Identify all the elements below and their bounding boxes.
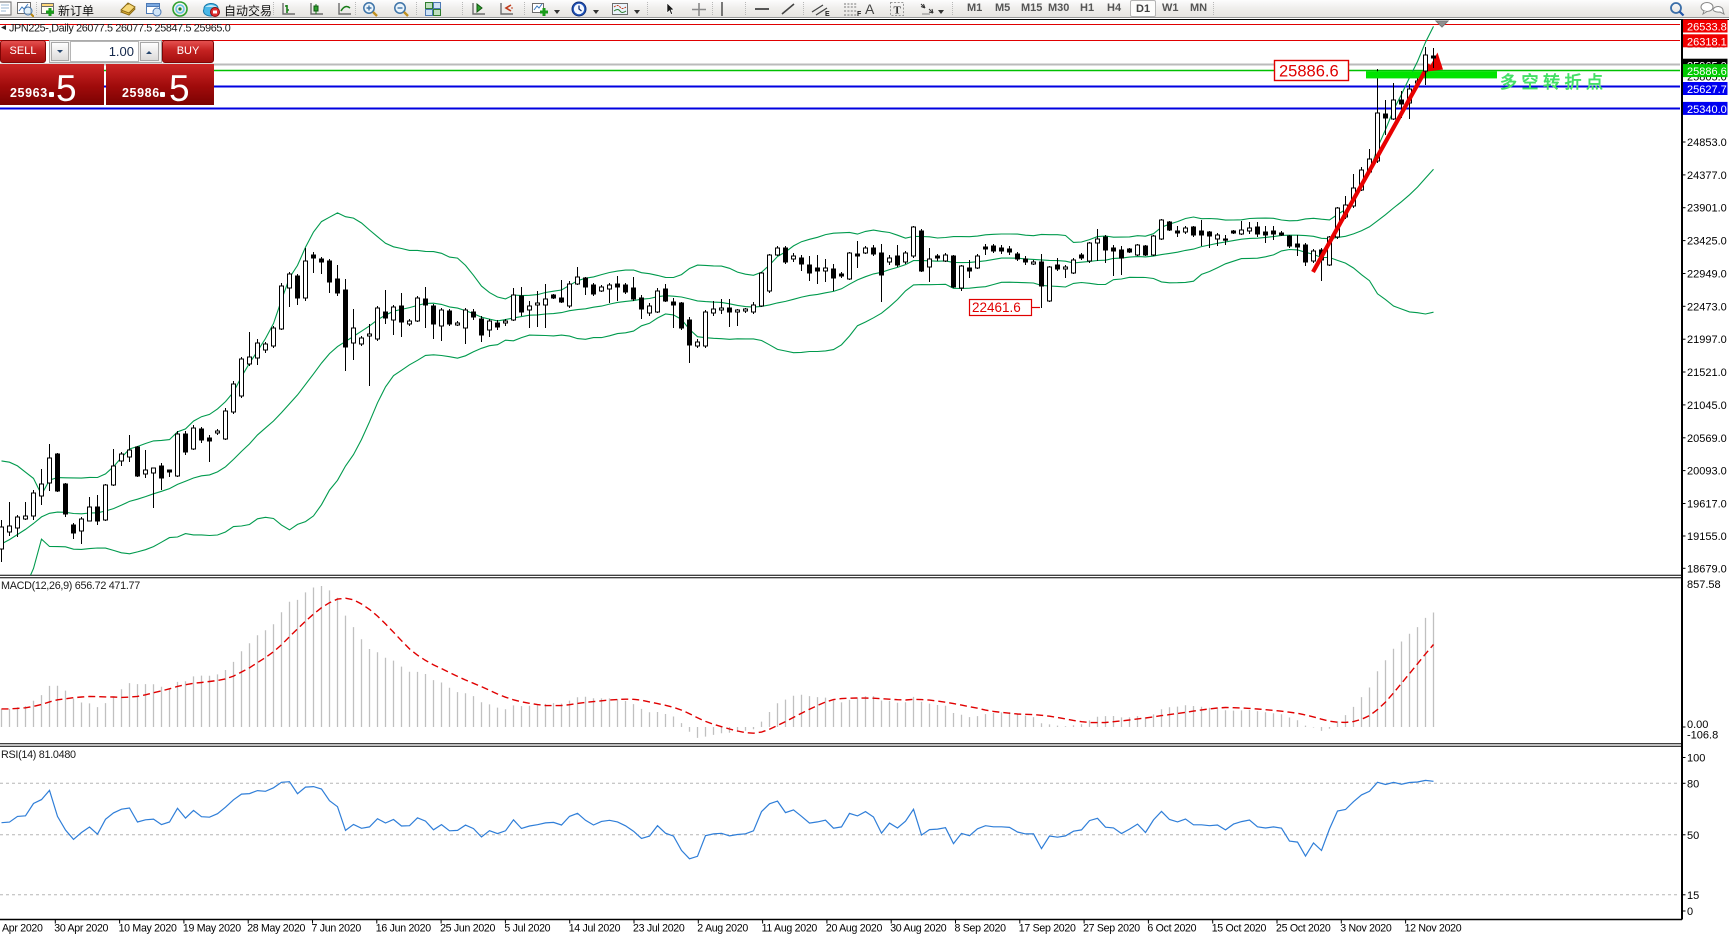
svg-text:24377.0: 24377.0 [1687,170,1727,182]
svg-text:27 Sep 2020: 27 Sep 2020 [1083,923,1140,935]
svg-text:100: 100 [1687,753,1705,765]
svg-text:25627.7: 25627.7 [1687,84,1727,96]
svg-text:50: 50 [1687,830,1699,842]
svg-text:30 Aug 2020: 30 Aug 2020 [890,923,947,935]
svg-text:22461.6: 22461.6 [972,300,1021,315]
svg-text:23425.0: 23425.0 [1687,236,1727,248]
svg-text:19617.0: 19617.0 [1687,499,1727,511]
svg-text:0: 0 [1687,906,1693,918]
svg-text:19 May 2020: 19 May 2020 [183,923,241,935]
svg-text:857.58: 857.58 [1687,579,1721,591]
svg-text:22949.0: 22949.0 [1687,269,1727,281]
svg-text:7 Jun 2020: 7 Jun 2020 [312,923,362,935]
svg-text:3 Nov 2020: 3 Nov 2020 [1340,923,1392,935]
svg-text:19155.0: 19155.0 [1687,531,1727,543]
svg-text:2 Aug 2020: 2 Aug 2020 [697,923,748,935]
svg-text:20569.0: 20569.0 [1687,433,1727,445]
svg-text:MACD(12,26,9) 656.72 471.77: MACD(12,26,9) 656.72 471.77 [1,580,140,592]
svg-text:25 Oct 2020: 25 Oct 2020 [1276,923,1331,935]
svg-text:A: A [865,1,875,17]
svg-text:21997.0: 21997.0 [1687,334,1727,346]
svg-text:28 May 2020: 28 May 2020 [247,923,305,935]
svg-text:30 Apr 2020: 30 Apr 2020 [54,923,108,935]
svg-text:Apr 2020: Apr 2020 [2,923,43,935]
svg-text:11 Aug 2020: 11 Aug 2020 [762,923,818,935]
svg-text:22473.0: 22473.0 [1687,301,1727,313]
svg-text:23901.0: 23901.0 [1687,203,1727,215]
svg-text:15 Oct 2020: 15 Oct 2020 [1212,923,1267,935]
svg-text:21521.0: 21521.0 [1687,367,1727,379]
svg-text:26533.8: 26533.8 [1687,22,1727,34]
svg-text:E: E [825,11,830,17]
svg-text:8 Sep 2020: 8 Sep 2020 [955,923,1007,935]
svg-text:JPN225-,Daily 26077.5 26077.5: JPN225-,Daily 26077.5 26077.5 25847.5 25… [9,22,231,34]
svg-text:80: 80 [1687,778,1699,790]
svg-text:25340.0: 25340.0 [1687,104,1727,116]
svg-text:F: F [857,11,862,17]
svg-text:10 May 2020: 10 May 2020 [119,923,177,935]
svg-text:5 Jul 2020: 5 Jul 2020 [504,923,550,935]
svg-text:17 Sep 2020: 17 Sep 2020 [1019,923,1076,935]
svg-text:25 Jun 2020: 25 Jun 2020 [440,923,495,935]
svg-text:23 Jul 2020: 23 Jul 2020 [633,923,685,935]
svg-text:15: 15 [1687,890,1699,902]
svg-text:16 Jun 2020: 16 Jun 2020 [376,923,431,935]
svg-text:20093.0: 20093.0 [1687,466,1727,478]
svg-text:20 Aug 2020: 20 Aug 2020 [826,923,883,935]
svg-text:26318.1: 26318.1 [1687,36,1727,48]
svg-text:25886.6: 25886.6 [1279,63,1339,81]
svg-text:14 Jul 2020: 14 Jul 2020 [569,923,621,935]
svg-text:多空转折点: 多空转折点 [1500,72,1608,92]
svg-text:25886.6: 25886.6 [1687,66,1727,78]
svg-text:T: T [894,5,902,17]
svg-text:0.00: 0.00 [1687,719,1708,731]
svg-text:-106.8: -106.8 [1687,730,1718,742]
svg-text:RSI(14) 81.0480: RSI(14) 81.0480 [1,749,76,761]
svg-text:18679.0: 18679.0 [1687,563,1727,575]
svg-text:12 Nov 2020: 12 Nov 2020 [1405,923,1462,935]
svg-text:21045.0: 21045.0 [1687,400,1727,412]
svg-text:6 Oct 2020: 6 Oct 2020 [1147,923,1196,935]
svg-text:24853.0: 24853.0 [1687,137,1727,149]
